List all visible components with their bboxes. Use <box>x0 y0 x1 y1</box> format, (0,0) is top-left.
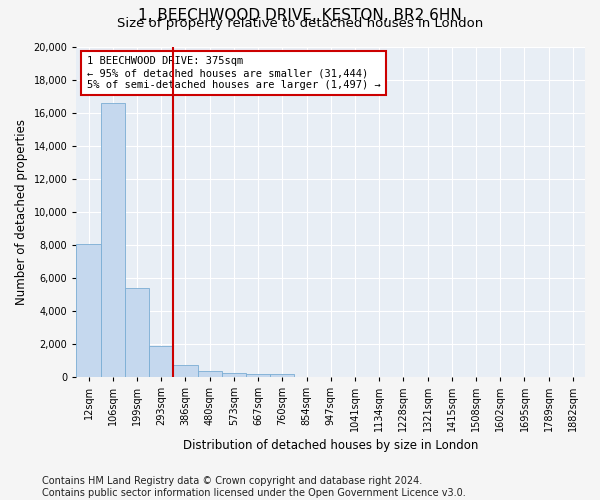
Bar <box>149 346 173 376</box>
Bar <box>197 371 222 376</box>
Text: Size of property relative to detached houses in London: Size of property relative to detached ho… <box>117 18 483 30</box>
Bar <box>125 288 149 376</box>
Bar <box>246 374 270 376</box>
Text: 1 BEECHWOOD DRIVE: 375sqm
← 95% of detached houses are smaller (31,444)
5% of se: 1 BEECHWOOD DRIVE: 375sqm ← 95% of detac… <box>86 56 380 90</box>
Bar <box>173 365 197 376</box>
Bar <box>101 104 125 376</box>
Bar <box>270 374 295 376</box>
Bar <box>222 373 246 376</box>
X-axis label: Distribution of detached houses by size in London: Distribution of detached houses by size … <box>183 440 478 452</box>
Text: Contains HM Land Registry data © Crown copyright and database right 2024.
Contai: Contains HM Land Registry data © Crown c… <box>42 476 466 498</box>
Text: 1, BEECHWOOD DRIVE, KESTON, BR2 6HN: 1, BEECHWOOD DRIVE, KESTON, BR2 6HN <box>138 8 462 22</box>
Bar <box>76 244 101 376</box>
Y-axis label: Number of detached properties: Number of detached properties <box>15 118 28 304</box>
